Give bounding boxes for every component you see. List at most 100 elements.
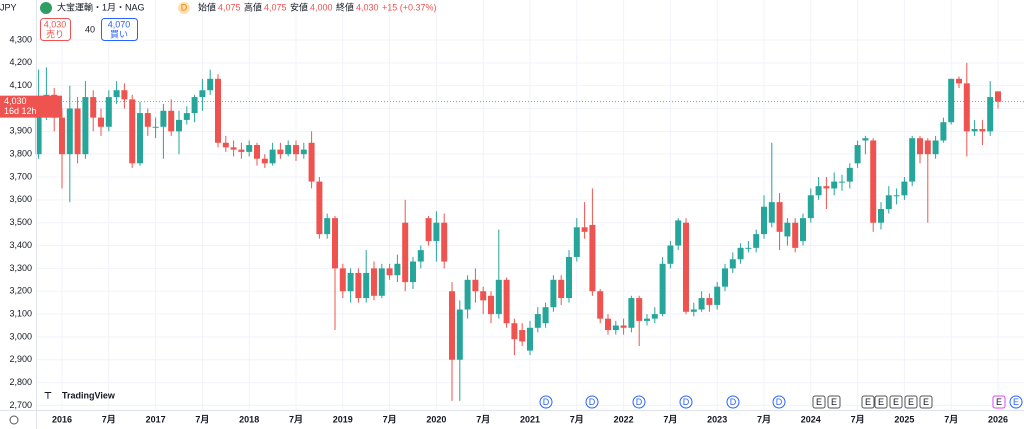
candle-body xyxy=(324,218,331,235)
sell-label[interactable]: 売り xyxy=(46,28,64,39)
candle-body xyxy=(168,110,175,132)
x-tick-label: 7月 xyxy=(570,414,584,424)
event-label: D xyxy=(683,397,690,407)
candle-body xyxy=(82,97,89,155)
candle-body xyxy=(542,307,549,324)
candle-body xyxy=(979,129,986,132)
candle-body xyxy=(394,263,401,276)
candle-body xyxy=(277,149,284,155)
spread: 40 xyxy=(85,24,95,34)
low-value: 4,000 xyxy=(310,2,333,12)
candle-body xyxy=(573,227,580,257)
badge: D xyxy=(181,2,188,12)
x-tick-label: 7月 xyxy=(195,414,209,424)
candle-body xyxy=(878,208,884,223)
close-label: 終値 xyxy=(336,1,354,12)
y-tick-label: 3,100 xyxy=(9,308,32,318)
candle-body xyxy=(285,145,292,155)
candle-body xyxy=(215,78,221,143)
candle-body xyxy=(862,138,869,141)
candle-body xyxy=(35,108,42,155)
close-value: 4,030 xyxy=(356,2,379,12)
candle-body xyxy=(690,309,697,312)
candle-body xyxy=(144,113,151,127)
grid xyxy=(36,0,1024,410)
candle-body xyxy=(706,298,713,305)
event-icon xyxy=(632,395,646,409)
candle-body xyxy=(511,323,518,340)
candle-body xyxy=(698,298,705,310)
x-tick-label: 2025 xyxy=(894,414,914,424)
x-tick-label: 2016 xyxy=(52,414,72,424)
y-tick-label: 4,200 xyxy=(9,57,32,67)
y-tick-label: 2,900 xyxy=(9,354,32,364)
y-tick-label: 4,100 xyxy=(9,80,32,90)
candle-body xyxy=(644,318,650,321)
candle-body xyxy=(254,145,260,159)
logo-mark: ⊤ xyxy=(44,390,52,400)
candle-body xyxy=(363,272,370,299)
price-tag xyxy=(0,95,62,118)
event-icon xyxy=(992,395,1006,409)
x-tick-label: 2026 xyxy=(988,414,1008,424)
candle-body xyxy=(246,145,253,152)
candle-body xyxy=(347,272,354,292)
open-label: 始値 xyxy=(198,1,216,12)
candle-body xyxy=(792,222,799,248)
event-icon xyxy=(585,395,599,409)
candle-body xyxy=(456,309,463,360)
sell-button[interactable] xyxy=(40,18,71,41)
symbol: 大宝運輸・1月・NAG xyxy=(57,1,145,12)
event-label: D xyxy=(636,397,643,407)
y-tick-label: 3,900 xyxy=(9,126,32,136)
candle-body xyxy=(300,149,307,155)
candle-body xyxy=(472,279,479,292)
candle-body xyxy=(480,291,487,301)
event-icon xyxy=(679,395,693,409)
candle-body xyxy=(714,286,721,305)
candle-body xyxy=(425,218,432,241)
currency: JPY xyxy=(0,2,17,12)
logo: TradingView xyxy=(62,390,116,400)
candle-body xyxy=(355,272,362,299)
event-label: E xyxy=(908,397,914,407)
buy-label[interactable]: 買い xyxy=(110,29,128,39)
y-tick-label: 3,200 xyxy=(9,286,32,296)
candle-body xyxy=(745,247,752,249)
candle-body xyxy=(800,218,806,241)
buy-price[interactable]: 4,070 xyxy=(108,19,131,29)
event-icon xyxy=(874,395,888,409)
candle-body xyxy=(737,247,744,260)
candle-body xyxy=(831,181,838,189)
x-tick-label: 7月 xyxy=(851,414,865,424)
change: +15 (+0.37%) xyxy=(382,2,437,12)
candle-body xyxy=(378,268,385,296)
candle-body xyxy=(261,158,268,164)
candle-body xyxy=(768,202,775,223)
y-tick-label: 3,400 xyxy=(9,240,32,250)
candle-body xyxy=(558,279,565,299)
event-label: E xyxy=(865,397,871,407)
y-tick-label: 3,300 xyxy=(9,263,32,273)
candle-body xyxy=(98,117,104,127)
candle-body xyxy=(488,295,494,315)
candle-body xyxy=(940,122,947,141)
x-tick-label: 7月 xyxy=(663,414,677,424)
candle-body xyxy=(176,119,182,132)
candle-body xyxy=(433,222,440,241)
candle-body xyxy=(948,78,955,123)
candle-body xyxy=(659,263,666,315)
candle-body xyxy=(332,218,338,269)
candle-body xyxy=(605,318,611,331)
candle-body xyxy=(667,245,674,264)
settings-icon[interactable] xyxy=(9,415,19,425)
candle-body xyxy=(722,268,728,287)
y-tick-label: 3,600 xyxy=(9,194,32,204)
buy-button[interactable] xyxy=(101,18,138,41)
candle-body xyxy=(90,97,97,118)
sell-price[interactable]: 4,030 xyxy=(44,19,67,29)
y-tick-label: 2,800 xyxy=(9,377,32,387)
event-icon xyxy=(539,395,553,409)
